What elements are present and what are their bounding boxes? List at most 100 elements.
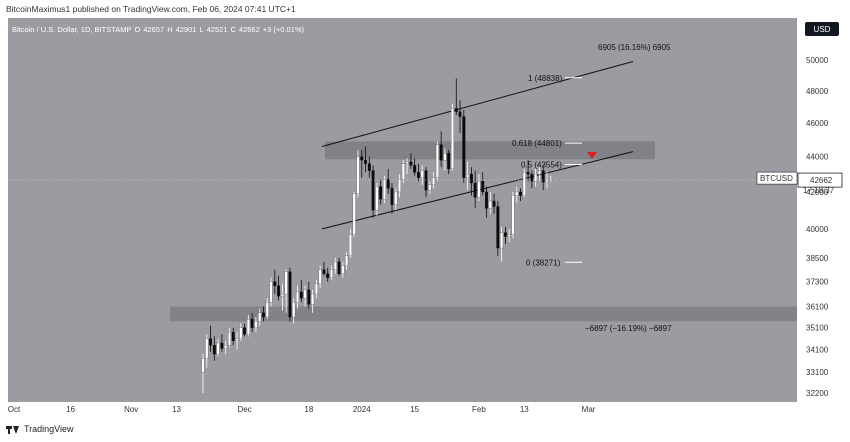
candle-body[interactable] (269, 281, 273, 303)
candle-body[interactable] (473, 182, 477, 198)
candle-body[interactable] (311, 293, 315, 305)
candle-body[interactable] (530, 173, 534, 182)
candle-body[interactable] (481, 181, 485, 193)
candle-body[interactable] (303, 289, 307, 299)
candle-body[interactable] (469, 173, 473, 184)
candle-body[interactable] (273, 281, 277, 286)
candle-body[interactable] (228, 331, 231, 346)
candle-body[interactable] (243, 327, 247, 335)
candle-body[interactable] (545, 180, 549, 183)
candle-body[interactable] (477, 181, 481, 198)
candle-body[interactable] (326, 273, 330, 278)
candle-body[interactable] (420, 170, 424, 178)
candle-body[interactable] (526, 172, 530, 175)
candle-body[interactable] (258, 312, 262, 322)
candle-body[interactable] (345, 255, 349, 266)
candle-body[interactable] (341, 265, 345, 274)
candle-body[interactable] (458, 111, 462, 117)
candle-body[interactable] (435, 144, 439, 178)
currency-button[interactable]: USD (805, 22, 839, 36)
candle-body[interactable] (534, 173, 538, 182)
candle-body[interactable] (428, 184, 432, 191)
candle-body[interactable] (337, 261, 341, 274)
candle-body[interactable] (205, 338, 209, 359)
candle-body[interactable] (386, 179, 390, 189)
candle-body[interactable] (254, 321, 258, 328)
candle-body[interactable] (348, 234, 352, 256)
candle-body[interactable] (292, 302, 296, 318)
candle-body[interactable] (398, 179, 402, 193)
candle-body[interactable] (224, 345, 228, 349)
y-tick-label: 44000 (806, 153, 829, 162)
candle-body[interactable] (322, 269, 326, 274)
candle-body[interactable] (367, 163, 371, 171)
candle-body[interactable] (265, 302, 269, 318)
candle-body[interactable] (330, 269, 333, 278)
candle-body[interactable] (239, 327, 243, 339)
candle-body[interactable] (507, 234, 511, 237)
candle-body[interactable] (220, 342, 224, 349)
candle-body[interactable] (201, 358, 205, 373)
candle-body[interactable] (262, 312, 265, 318)
candle-body[interactable] (500, 232, 504, 249)
candle-body[interactable] (443, 153, 447, 161)
candle-body[interactable] (409, 161, 413, 166)
candle-body[interactable] (394, 191, 398, 205)
candle-body[interactable] (382, 179, 386, 200)
candle-body[interactable] (432, 177, 436, 185)
candle-body[interactable] (209, 338, 213, 346)
candle-body[interactable] (401, 163, 405, 180)
candle-body[interactable] (549, 179, 553, 182)
candle-body[interactable] (333, 261, 337, 270)
candle-body[interactable] (212, 345, 216, 355)
candle-body[interactable] (447, 153, 451, 170)
candle-body[interactable] (485, 191, 488, 209)
candle-body[interactable] (413, 165, 417, 173)
candle-body[interactable] (352, 193, 356, 235)
candle-body[interactable] (424, 170, 428, 191)
candle-body[interactable] (284, 271, 288, 295)
candle-body[interactable] (307, 289, 311, 305)
candle-body[interactable] (537, 170, 541, 175)
candle-body[interactable] (371, 170, 375, 211)
candle-body[interactable] (216, 342, 220, 355)
candle-body[interactable] (288, 271, 292, 318)
candle-body[interactable] (235, 338, 239, 341)
y-axis-panel (797, 18, 850, 402)
candle-body[interactable] (314, 283, 318, 295)
y-tick-label: 37300 (806, 278, 829, 287)
candle-body[interactable] (466, 173, 470, 178)
candle-body[interactable] (318, 269, 322, 284)
candle-body[interactable] (356, 156, 360, 194)
candle-body[interactable] (231, 331, 235, 341)
candle-body[interactable] (379, 186, 383, 200)
candle-body[interactable] (451, 108, 454, 170)
candle-body[interactable] (299, 291, 303, 299)
candle-body[interactable] (541, 170, 545, 183)
candle-body[interactable] (360, 156, 364, 161)
candle-body[interactable] (488, 200, 492, 209)
y-tick-label: 46000 (806, 119, 829, 128)
candle-body[interactable] (405, 161, 409, 164)
candle-body[interactable] (462, 116, 466, 178)
candle-body[interactable] (277, 285, 281, 297)
candle-body[interactable] (390, 188, 394, 205)
candle-body[interactable] (375, 186, 379, 211)
candle-body[interactable] (417, 172, 420, 178)
candle-body[interactable] (250, 319, 254, 328)
candle-body[interactable] (296, 291, 299, 303)
candle-body[interactable] (503, 232, 507, 237)
candle-body[interactable] (522, 172, 526, 196)
candle-body[interactable] (280, 293, 284, 297)
candle-body[interactable] (515, 191, 519, 196)
tradingview-logo-icon (6, 425, 20, 434)
candle-body[interactable] (364, 160, 367, 164)
candle-body[interactable] (246, 319, 250, 335)
candle-body[interactable] (454, 108, 458, 112)
candle-body[interactable] (492, 200, 496, 207)
candle-body[interactable] (439, 144, 443, 161)
candle-body[interactable] (519, 191, 522, 196)
candle-body[interactable] (511, 195, 515, 235)
candle-body[interactable] (496, 206, 500, 249)
